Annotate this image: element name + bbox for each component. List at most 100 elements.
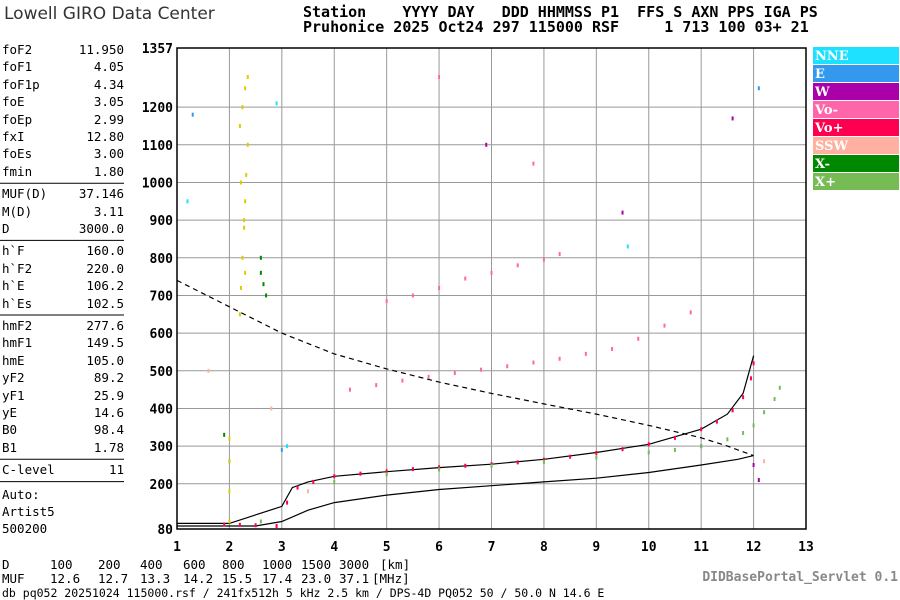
echo-point <box>275 523 278 528</box>
legend-label: X+ <box>815 175 836 190</box>
param-value: 2.99 <box>93 111 124 127</box>
param-label: foF1p <box>2 76 40 92</box>
echo-point <box>731 116 734 121</box>
muf-value: 37.1 <box>339 571 370 586</box>
echo-point <box>763 410 766 415</box>
header-line: Station YYYY DAY DDD HHMMSS P1 FFS S AXN… <box>303 3 818 21</box>
echo-point <box>438 75 441 80</box>
x-tick-label: 2 <box>226 540 234 555</box>
echo-point <box>715 419 718 424</box>
param-value: 4.34 <box>93 76 124 92</box>
echo-point <box>312 479 315 484</box>
echo-point <box>569 454 572 459</box>
x-tick-label: 4 <box>330 540 338 555</box>
param-value: 3.00 <box>93 146 124 162</box>
param-label: foF1 <box>2 59 33 75</box>
echo-point <box>626 244 629 249</box>
param-label: fxI <box>2 129 25 144</box>
legend-swatch <box>813 173 899 190</box>
echo-point <box>611 346 614 351</box>
echo-point <box>348 387 351 392</box>
y-tick-label: 500 <box>150 365 174 380</box>
param-value: 98.4 <box>93 422 124 438</box>
param-value: 4.05 <box>93 59 124 75</box>
echo-point <box>516 263 519 268</box>
echo-point <box>241 255 244 260</box>
param-label: h`F <box>2 243 25 259</box>
param-value: 149.5 <box>86 335 124 351</box>
echo-point <box>532 161 535 166</box>
x-tick-label: 12 <box>746 540 762 555</box>
y-tick-label: 1000 <box>142 176 173 191</box>
echo-point <box>296 485 299 490</box>
muf-value: 12.7 <box>98 571 129 586</box>
param-value: 37.146 <box>78 186 124 202</box>
d-value: 800 <box>222 557 245 572</box>
echo-point <box>228 459 231 464</box>
muf-unit: [MHz] <box>372 571 410 586</box>
echo-point <box>453 371 456 376</box>
param-value: 106.2 <box>86 278 124 294</box>
echo-point <box>191 112 194 117</box>
echo-point <box>595 450 598 455</box>
y-tick-label: 900 <box>150 214 174 229</box>
param-label: C-level <box>2 462 55 478</box>
echo-point <box>464 463 467 468</box>
param-value: 102.5 <box>86 295 124 311</box>
echo-point <box>401 378 404 383</box>
echo-point <box>228 489 231 494</box>
echo-point <box>385 469 388 474</box>
x-tick-label: 8 <box>540 540 548 555</box>
echo-point <box>246 75 249 80</box>
trace-line <box>177 455 754 527</box>
echo-point <box>438 285 441 290</box>
x-tick-label: 5 <box>383 540 391 555</box>
legend-label: E <box>815 67 825 82</box>
trace-line <box>176 279 754 457</box>
echo-point <box>375 383 378 388</box>
param-value: 89.2 <box>93 370 124 386</box>
param-value: 12.80 <box>86 129 124 144</box>
echo-point <box>286 500 289 505</box>
legend-swatch <box>813 101 899 118</box>
param-value: 3000.0 <box>78 221 124 236</box>
d-value: 3000 <box>339 557 370 572</box>
legend-swatch <box>813 65 899 82</box>
legend-label: Vo+ <box>814 121 843 136</box>
echo-point <box>621 210 624 215</box>
echo-point <box>558 356 561 361</box>
echo-point <box>228 519 231 524</box>
legend-label: SSW <box>815 139 848 154</box>
echo-point <box>243 218 246 223</box>
param-label: yF2 <box>2 370 25 386</box>
x-tick-label: 1 <box>173 540 181 555</box>
echo-point <box>778 385 781 390</box>
echo-point <box>773 397 776 402</box>
echo-point <box>238 123 241 128</box>
echo-point <box>731 408 734 413</box>
param-value: 160.0 <box>86 243 124 259</box>
footer-info: db pq052 20251024 115000.rsf / 241fx512h… <box>2 586 605 600</box>
legend-label: X- <box>815 157 830 172</box>
echo-point <box>438 467 441 472</box>
y-tick-label: 80 <box>157 523 173 538</box>
y-tick-label: 1100 <box>142 139 173 154</box>
echo-point <box>385 472 388 477</box>
param-value: 105.0 <box>86 352 124 368</box>
param-value: 11 <box>108 462 124 478</box>
echo-point <box>542 257 545 262</box>
echo-point <box>542 459 545 464</box>
echo-point <box>427 374 430 379</box>
y-tick-label: 200 <box>150 478 174 493</box>
echo-point <box>438 465 441 470</box>
echo-point <box>244 199 247 204</box>
echo-point <box>647 442 650 447</box>
param-label: foEp <box>2 111 33 127</box>
param-label: h`E <box>2 278 25 294</box>
legend-swatch <box>813 83 899 100</box>
echo-point <box>584 351 587 356</box>
auto-text: 500200 <box>2 521 48 537</box>
echo-point <box>595 455 598 460</box>
y-tick-label: 1357 <box>142 42 173 57</box>
header-line: Pruhonice 2025 Oct24 297 115000 RSF 1 71… <box>303 18 809 36</box>
